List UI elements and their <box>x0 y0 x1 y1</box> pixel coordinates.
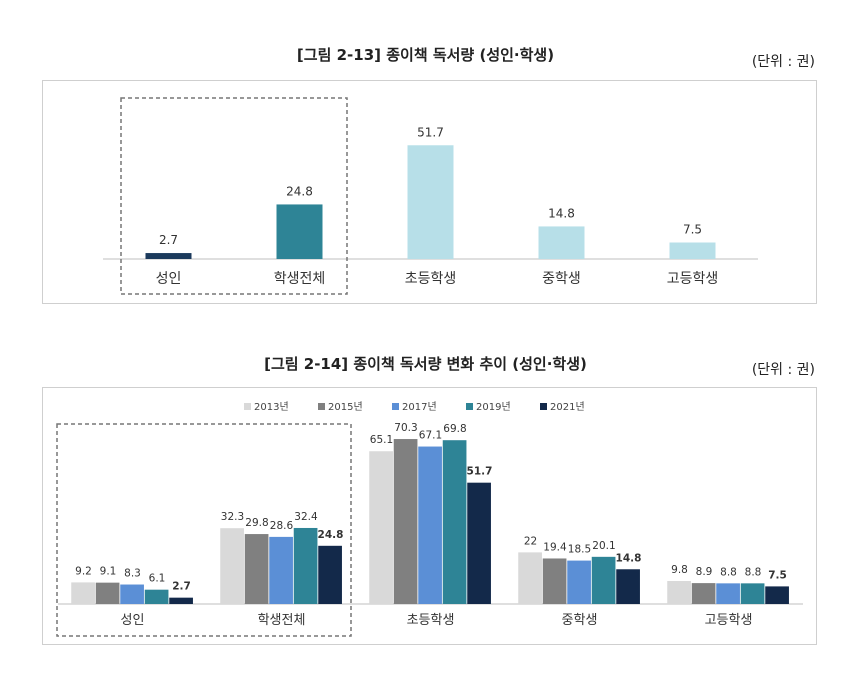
data-label-1-4: 6.1 <box>149 573 166 585</box>
data-label-3-4: 69.8 <box>443 423 466 435</box>
legend-label-5: 2021년 <box>550 401 585 413</box>
highlight-box <box>120 97 348 295</box>
data-label-3-2: 70.3 <box>394 422 417 434</box>
bar-3-2 <box>393 439 418 604</box>
legend-label-1: 2013년 <box>254 401 289 413</box>
legend-swatch-3 <box>392 403 399 410</box>
bar-1-2 <box>95 582 120 604</box>
data-label-4-5: 14.8 <box>616 552 642 564</box>
bar-1 <box>145 253 192 259</box>
legend-swatch-2 <box>318 403 325 410</box>
bar-4-2 <box>542 558 567 604</box>
bar-1-1 <box>71 582 95 604</box>
data-label-2-3: 28.6 <box>270 520 294 532</box>
data-label-5: 7.5 <box>683 223 702 237</box>
bar-3-5 <box>467 482 491 604</box>
data-label-1-2: 9.1 <box>100 566 117 578</box>
bar-2-3 <box>269 536 293 604</box>
data-label-1-3: 8.3 <box>124 568 141 580</box>
bar-4-3 <box>567 560 591 604</box>
category-label-1: 성인 <box>156 271 182 287</box>
data-label-5-4: 8.8 <box>745 566 762 578</box>
bar-1-3 <box>120 584 144 604</box>
data-label-1: 2.7 <box>159 233 178 247</box>
chart1-panel: 2.7 성인 24.8 학생전체 51.7 초등학생 14.8 중학생 7.5 고등학생 <box>42 80 817 304</box>
data-label-4-3: 18.5 <box>568 544 591 556</box>
category-label-2: 학생전체 <box>258 613 306 628</box>
bar-5 <box>669 242 716 259</box>
bar-3-3 <box>418 446 442 604</box>
bar-4-5 <box>616 569 640 604</box>
category-label-4: 중학생 <box>562 613 598 628</box>
bar-4 <box>538 226 585 259</box>
data-label-2-2: 29.8 <box>245 517 268 529</box>
legend-label-2: 2015년 <box>328 401 363 413</box>
bar-2 <box>276 204 323 259</box>
data-label-3-5: 51.7 <box>467 466 493 478</box>
category-label-2: 학생전체 <box>274 271 326 287</box>
category-label-1: 성인 <box>121 613 145 628</box>
category-label-5: 고등학생 <box>705 613 753 628</box>
figure1-title: [그림 2-13] 종이책 독서량 (성인·학생) <box>296 46 555 64</box>
data-label-1-1: 9.2 <box>75 565 92 577</box>
data-label-5-3: 8.8 <box>720 566 737 578</box>
bar-5-1 <box>667 581 691 604</box>
data-label-4-2: 19.4 <box>543 541 567 553</box>
figure2-title: [그림 2-14] 종이책 독서량 변화 추이 (성인·학생) <box>264 355 587 373</box>
bar-5-4 <box>740 583 765 604</box>
category-label-3: 초등학생 <box>407 613 455 628</box>
data-label-3-1: 65.1 <box>370 434 393 446</box>
chart1-svg: 2.7 성인 24.8 학생전체 51.7 초등학생 14.8 중학생 7.5 고등학생 <box>103 97 758 295</box>
data-label-4-4: 20.1 <box>592 540 615 552</box>
legend-swatch-5 <box>540 403 547 410</box>
data-label-2-4: 32.4 <box>294 511 318 523</box>
bar-1-5 <box>169 597 193 604</box>
chart2-svg: 2013년 2015년 2017년 2019년 2021년 9.2 9.1 8.3 6.1 2.7… <box>56 401 803 637</box>
bar-2-4 <box>293 527 318 604</box>
bar-2-1 <box>220 528 244 604</box>
category-label-4: 중학생 <box>542 271 581 287</box>
data-label-5-2: 8.9 <box>696 566 713 578</box>
legend-label-4: 2019년 <box>476 401 511 413</box>
data-label-5-5: 7.5 <box>768 569 787 581</box>
category-label-3: 초등학생 <box>405 271 457 287</box>
data-label-2-5: 24.8 <box>318 529 344 541</box>
bar-5-5 <box>765 586 789 604</box>
highlight-box <box>56 423 352 637</box>
bar-2-2 <box>244 534 269 604</box>
bar-5-3 <box>716 583 740 604</box>
data-label-4-1: 22 <box>524 535 537 547</box>
bar-3-1 <box>369 451 393 604</box>
data-label-3-3: 67.1 <box>419 430 442 442</box>
data-label-5-1: 9.8 <box>671 564 688 576</box>
bar-4-1 <box>518 552 542 604</box>
bar-3 <box>407 145 454 259</box>
bar-5-2 <box>691 583 716 604</box>
category-label-5: 고등학생 <box>667 271 719 287</box>
data-label-3: 51.7 <box>417 125 444 139</box>
data-label-1-5: 2.7 <box>172 581 191 593</box>
bar-3-4 <box>442 440 467 604</box>
legend-swatch-4 <box>466 403 473 410</box>
data-label-4: 14.8 <box>548 206 575 220</box>
bar-1-4 <box>144 589 169 604</box>
bar-4-4 <box>591 556 616 604</box>
legend-label-3: 2017년 <box>402 401 437 413</box>
data-label-2: 24.8 <box>286 184 313 198</box>
figure2-unit: (단위 : 권) <box>751 362 815 378</box>
bar-2-5 <box>318 545 342 604</box>
chart2-panel: 2013년 2015년 2017년 2019년 2021년 9.2 9.1 8.3 6.1 2.7… <box>42 387 817 645</box>
legend-swatch-1 <box>244 403 251 410</box>
figure1-unit: (단위 : 권) <box>751 54 815 70</box>
data-label-2-1: 32.3 <box>221 511 244 523</box>
